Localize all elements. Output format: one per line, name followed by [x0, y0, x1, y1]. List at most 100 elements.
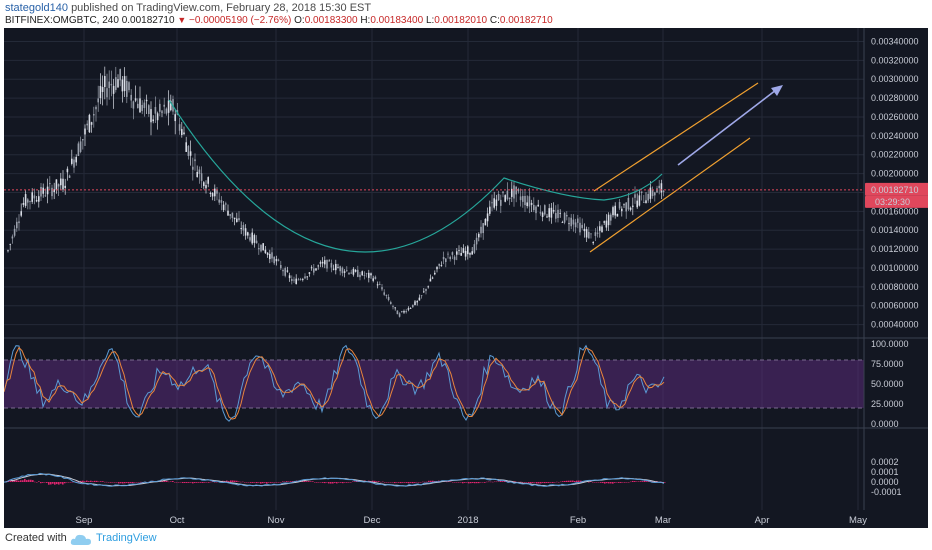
candle-body: [341, 267, 344, 274]
candle-body: [145, 99, 148, 102]
candle-body: [502, 191, 504, 194]
candle-body: [73, 159, 75, 168]
author-link[interactable]: stategold140: [5, 2, 68, 14]
candle-body: [53, 189, 55, 193]
macd-hist-bar: [488, 481, 490, 483]
candle-body: [484, 218, 487, 226]
candle-body: [262, 243, 264, 251]
candle-body: [337, 267, 339, 269]
arrow-head-icon: [771, 85, 783, 96]
candle-body: [205, 185, 207, 189]
macd-hist-bar: [204, 482, 206, 483]
candle-body: [429, 278, 432, 282]
macd-hist-bar: [66, 482, 68, 483]
candle-body: [148, 105, 150, 115]
candle-body: [167, 100, 170, 113]
macd-hist-bar: [322, 482, 324, 483]
macd-hist-bar: [554, 482, 556, 483]
candle-body: [451, 252, 454, 255]
candle-body: [161, 111, 163, 113]
candle-body: [222, 204, 225, 211]
macd-hist-bar: [76, 481, 78, 483]
macd-hist-bar: [310, 481, 312, 482]
price-candles: [7, 66, 665, 318]
trend-arrow[interactable]: [677, 85, 783, 166]
candle-body: [185, 142, 187, 152]
candle-body: [601, 226, 603, 233]
candle-body: [412, 304, 414, 308]
candle-body: [220, 200, 223, 203]
chart-header: stategold140 published on TradingView.co…: [0, 0, 932, 28]
candle-body: [403, 311, 405, 313]
candle-body: [189, 151, 192, 156]
macd-hist-bar: [472, 482, 474, 483]
price-tick-label: 0.00040000: [871, 320, 919, 330]
candle-body: [121, 79, 124, 92]
macd-hist-bar: [646, 481, 648, 482]
macd-hist-bar: [122, 482, 124, 484]
macd-hist-bar: [330, 482, 332, 484]
macd-hist-bar: [56, 482, 58, 485]
macd-hist-bar: [566, 480, 568, 482]
candle-body: [196, 171, 198, 178]
candle-body: [651, 189, 654, 197]
chart-area[interactable]: 0.00340000 0.00320000 0.00300000 0.00280000…: [3, 28, 929, 528]
candle-body: [139, 98, 141, 113]
macd-hist-bar: [278, 481, 280, 483]
tradingview-logo[interactable]: TradingView: [70, 530, 160, 548]
macd-hist-bar: [112, 482, 114, 483]
macd-hist-bar: [52, 482, 54, 484]
macd-hist-bar: [244, 482, 246, 483]
candle-body: [445, 258, 447, 262]
macd-hist-bar: [532, 482, 534, 483]
candle-body: [605, 220, 608, 228]
candle-body: [618, 202, 621, 209]
candle-body: [350, 272, 352, 274]
candle-body: [614, 205, 616, 216]
candle-body: [440, 265, 443, 267]
candle-body: [128, 82, 130, 91]
macd-hist-bar: [648, 481, 650, 482]
candle-body: [273, 256, 275, 264]
macd-hist-bar: [596, 482, 598, 483]
publish-line: stategold140 published on TradingView.co…: [5, 2, 371, 14]
macd-hist-bar: [542, 482, 544, 483]
candle-body: [24, 194, 27, 206]
macd-hist-bar: [240, 481, 242, 483]
macd-hist-bar: [266, 482, 268, 484]
candle-body: [82, 139, 84, 141]
macd-hist-bar: [508, 481, 510, 482]
candle-body: [537, 204, 539, 207]
chart-svg[interactable]: 0.00340000 0.00320000 0.00300000 0.00280000…: [3, 28, 929, 528]
macd-hist-bar: [464, 482, 466, 483]
candle-body: [233, 217, 236, 220]
macd-hist-bar: [518, 481, 520, 483]
candle-body: [372, 278, 374, 281]
candle-body: [574, 222, 577, 228]
candle-body: [64, 185, 66, 188]
price-tick-label: 0.00060000: [871, 301, 919, 311]
candle-body: [123, 76, 126, 92]
candle-body: [374, 276, 377, 279]
macd-hist-bar: [78, 481, 80, 483]
candle-body: [588, 231, 590, 239]
macd-hist-bar: [92, 481, 94, 482]
macd-hist-bar: [614, 482, 616, 483]
candle-body: [662, 190, 665, 193]
macd-hist-bar: [168, 481, 170, 483]
candle-body: [533, 204, 535, 211]
macd-hist-bar: [252, 482, 254, 483]
macd-hist-bar: [574, 480, 576, 482]
candle-body: [431, 277, 434, 279]
candle-body: [110, 83, 113, 86]
macd-hist-bar: [430, 480, 432, 482]
macd-hist-bar: [530, 482, 532, 484]
open-value: 0.00183300: [304, 15, 358, 26]
candle-body: [101, 86, 104, 92]
candle-body: [332, 268, 335, 270]
candle-body: [242, 225, 245, 231]
macd-hist-bar: [384, 482, 386, 483]
channel-bottom-line[interactable]: [589, 137, 751, 253]
macd-hist-bar: [314, 482, 316, 483]
channel-top-line[interactable]: [593, 82, 759, 192]
